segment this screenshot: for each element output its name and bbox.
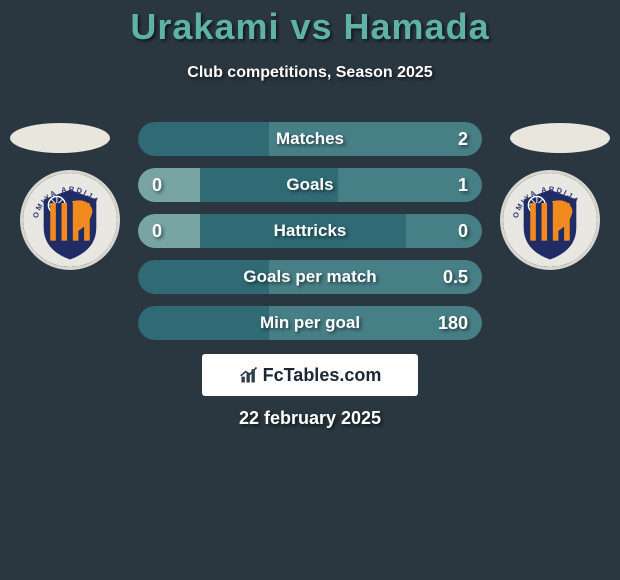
stat-label: Goals: [138, 168, 482, 202]
page-title: Urakami vs Hamada: [0, 6, 620, 48]
brand-text: FcTables.com: [263, 365, 382, 386]
date-line: 22 february 2025: [0, 408, 620, 429]
stat-value-right: 0.5: [429, 260, 482, 294]
stat-value-right: 2: [444, 122, 482, 156]
stats-bars: Matches2Goals01Hattricks00Goals per matc…: [138, 122, 482, 352]
stat-label: Hattricks: [138, 214, 482, 248]
stat-value-left: 0: [138, 168, 176, 202]
subtitle: Club competitions, Season 2025: [0, 64, 620, 82]
stat-label: Matches: [138, 122, 482, 156]
title-text: Urakami vs Hamada: [130, 6, 489, 47]
flag-left: [10, 123, 110, 153]
stat-row: Goals0 1: [138, 168, 482, 202]
bar-chart-icon: [239, 365, 259, 385]
brand-box[interactable]: FcTables.com: [202, 354, 418, 396]
stat-value-right: 0: [444, 214, 482, 248]
stat-value-right: 1: [444, 168, 482, 202]
stat-row: Matches2: [138, 122, 482, 156]
stat-value-left: 0: [138, 214, 176, 248]
stat-row: Hattricks0 0: [138, 214, 482, 248]
stat-row: Goals per match0.5: [138, 260, 482, 294]
club-badge-right: OMIYA ARDIJA: [500, 170, 600, 270]
stat-value-right: 180: [424, 306, 482, 340]
stat-row: Min per goal180: [138, 306, 482, 340]
flag-right: [510, 123, 610, 153]
club-badge-left: OMIYA ARDIJA: [20, 170, 120, 270]
canvas: Urakami vs Hamada Club competitions, Sea…: [0, 0, 620, 580]
